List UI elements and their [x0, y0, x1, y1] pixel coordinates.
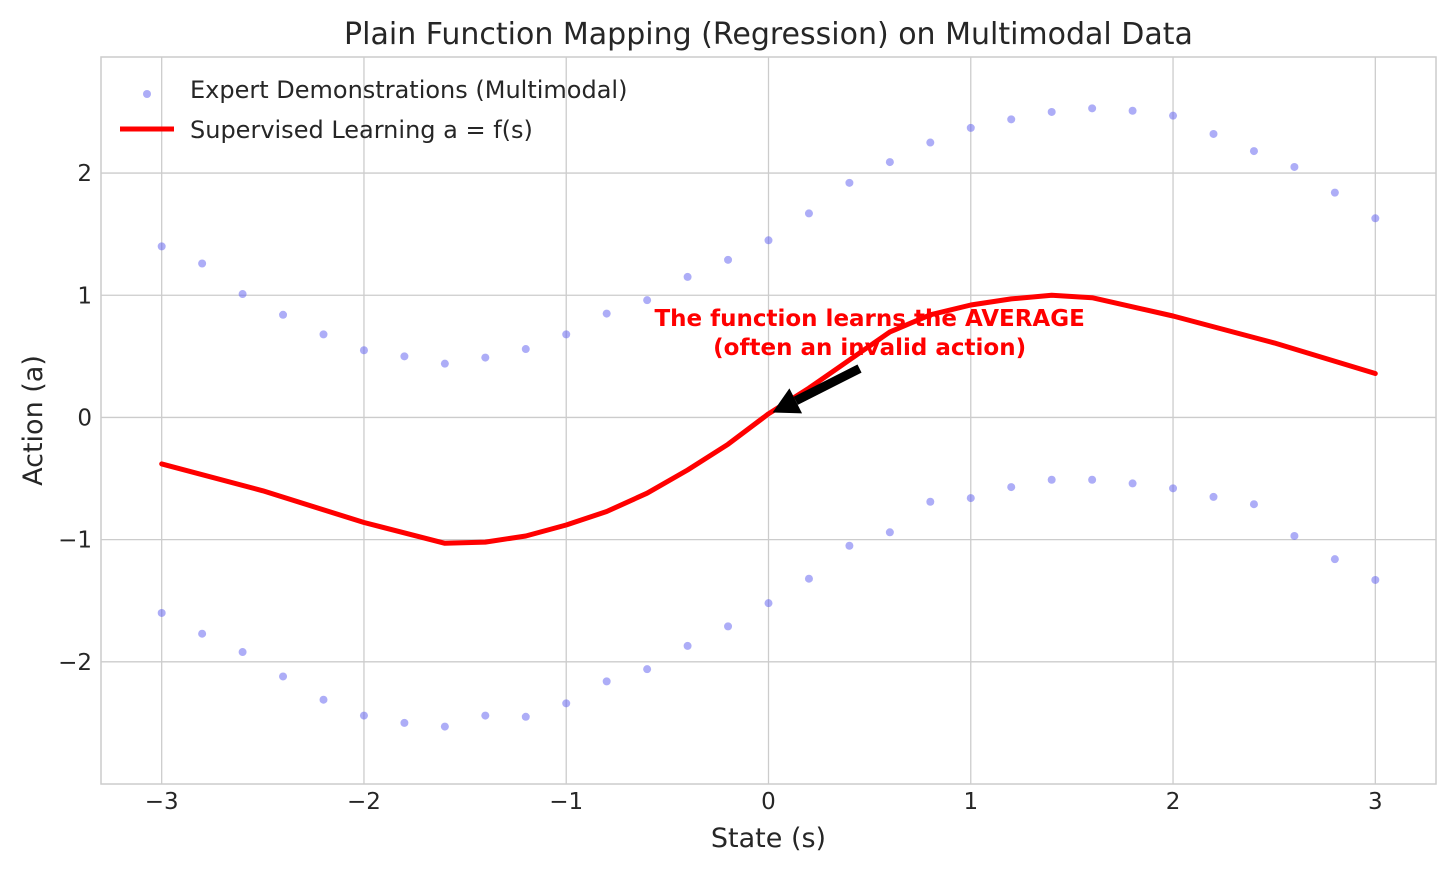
- x-tick-label: 1: [963, 789, 978, 815]
- grid: [101, 57, 1436, 784]
- scatter-point: [198, 259, 207, 268]
- legend: Expert Demonstrations (Multimodal) Super…: [120, 76, 627, 144]
- scatter-point: [764, 236, 773, 245]
- scatter-point: [885, 158, 894, 167]
- y-tick-label: 0: [77, 405, 92, 431]
- legend-label-scatter: Expert Demonstrations (Multimodal): [190, 76, 627, 104]
- regression-line: [159, 292, 1378, 546]
- scatter-point: [804, 574, 813, 583]
- x-tick-label: −2: [347, 789, 381, 815]
- annotation-arrow-head: [772, 388, 803, 414]
- chart-title: Plain Function Mapping (Regression) on M…: [344, 17, 1193, 52]
- scatter-point: [926, 138, 935, 147]
- axes-frame: [100, 56, 1437, 785]
- scatter-point: [359, 711, 368, 720]
- scatter-point: [440, 359, 449, 368]
- scatter-point: [440, 722, 449, 731]
- scatter-point: [1047, 107, 1056, 116]
- scatter-point: [602, 677, 611, 686]
- scatter-point: [1330, 555, 1339, 564]
- regression-series: [159, 292, 1378, 546]
- scatter-point: [1007, 115, 1016, 124]
- scatter-point: [198, 629, 207, 638]
- x-axis-title: State (s): [711, 823, 826, 854]
- scatter-point: [400, 352, 409, 361]
- scatter-point: [1209, 129, 1218, 138]
- scatter-point: [1169, 111, 1178, 120]
- x-tick-label: −1: [549, 789, 583, 815]
- scatter-point: [1330, 188, 1339, 197]
- y-axis-ticks: −2 −1 0 1 2: [58, 161, 92, 676]
- scatter-point: [359, 346, 368, 355]
- scatter-point: [804, 209, 813, 218]
- scatter-point: [643, 665, 652, 674]
- scatter-point: [602, 309, 611, 318]
- x-axis-ticks: −3 −2 −1 0 1 2 3: [145, 789, 1383, 815]
- scatter-point: [562, 330, 571, 339]
- scatter-point: [319, 695, 328, 704]
- x-tick-label: 3: [1368, 789, 1383, 815]
- x-tick-label: 0: [761, 789, 776, 815]
- y-tick-label: 2: [77, 161, 92, 187]
- scatter-point: [1088, 475, 1097, 484]
- scatter-point: [926, 497, 935, 506]
- scatter-point: [1209, 492, 1218, 501]
- scatter-point: [1290, 162, 1299, 171]
- scatter-point: [1371, 575, 1380, 584]
- scatter-point: [966, 123, 975, 132]
- y-tick-label: −1: [58, 528, 92, 554]
- scatter-point: [238, 290, 247, 299]
- scatter-point: [1290, 531, 1299, 540]
- scatter-point: [1047, 475, 1056, 484]
- scatter-point: [279, 672, 288, 681]
- scatter-point: [1249, 500, 1258, 509]
- scatter-point: [521, 345, 530, 354]
- annotation-arrow-shaft: [793, 364, 862, 405]
- y-axis-title: Action (a): [18, 355, 49, 486]
- scatter-point: [1007, 483, 1016, 492]
- scatter-point: [1088, 104, 1097, 113]
- x-tick-label: −3: [145, 789, 179, 815]
- scatter-point: [481, 711, 490, 720]
- scatter-point: [1249, 147, 1258, 156]
- annotation-text-line-2: (often an invalid action): [713, 335, 1026, 361]
- scatter-point: [1128, 106, 1137, 115]
- y-tick-label: 1: [77, 283, 92, 309]
- scatter-point: [157, 242, 166, 251]
- annotation: The function learns the AVERAGE (often a…: [654, 306, 1085, 414]
- scatter-point: [481, 353, 490, 362]
- scatter-point: [521, 712, 530, 721]
- scatter-point: [238, 648, 247, 657]
- scatter-point: [1169, 484, 1178, 493]
- scatter-point: [400, 718, 409, 727]
- scatter-point: [845, 178, 854, 187]
- scatter-point: [319, 330, 328, 339]
- scatter-point: [724, 255, 733, 264]
- scatter-point: [966, 494, 975, 503]
- scatter-point: [724, 622, 733, 631]
- annotation-text-line-1: The function learns the AVERAGE: [654, 306, 1084, 332]
- scatter-point: [279, 310, 288, 319]
- scatter-point: [157, 608, 166, 617]
- scatter-point: [562, 699, 571, 708]
- y-tick-label: −2: [58, 650, 92, 676]
- scatter-point: [1128, 479, 1137, 488]
- scatter-point: [764, 599, 773, 608]
- scatter-point: [683, 272, 692, 281]
- expert-demonstrations-series: [157, 104, 1380, 731]
- scatter-point: [643, 296, 652, 305]
- legend-marker-scatter: [143, 90, 151, 98]
- scatter-point: [885, 528, 894, 537]
- scatter-point: [683, 641, 692, 650]
- x-tick-label: 2: [1166, 789, 1181, 815]
- scatter-point: [845, 541, 854, 550]
- scatter-point: [1371, 214, 1380, 223]
- legend-label-line: Supervised Learning a = f(s): [190, 116, 533, 144]
